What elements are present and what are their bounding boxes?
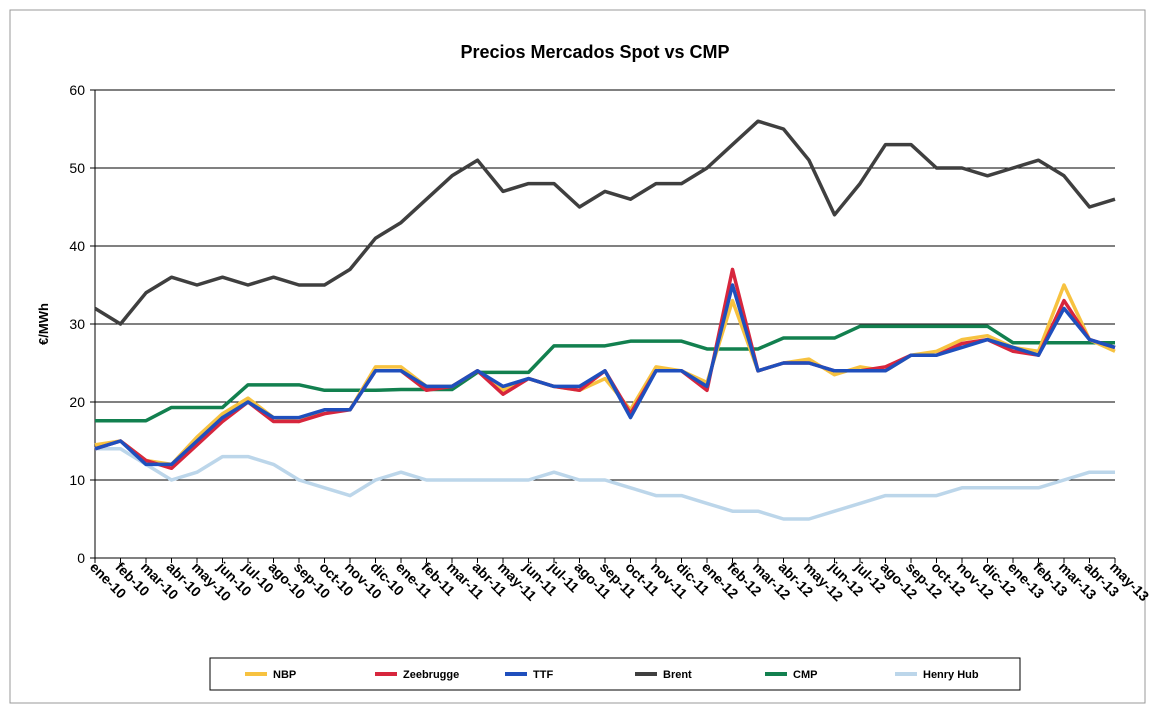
legend-label: TTF [533, 669, 553, 681]
legend-label: CMP [793, 669, 817, 681]
series-line [94, 283, 1116, 467]
legend-label: NBP [273, 669, 296, 681]
series-line [95, 324, 1115, 423]
y-tick-label: 20 [69, 394, 85, 410]
y-tick-label: 50 [69, 160, 85, 176]
series-line [94, 119, 1116, 326]
y-tick-label: 10 [69, 472, 85, 488]
series-line [95, 447, 1115, 521]
legend-label: Henry Hub [923, 669, 979, 681]
y-tick-label: 0 [77, 550, 85, 566]
y-tick-label: 60 [69, 82, 85, 98]
legend-box [209, 657, 1021, 691]
chart-title: Precios Mercados Spot vs CMP [460, 42, 729, 62]
y-tick-label: 30 [69, 316, 85, 332]
chart-border [9, 9, 1146, 704]
legend-label: Brent [663, 669, 692, 681]
legend-label: Zeebrugge [403, 669, 459, 681]
y-axis-label: €/MWh [36, 303, 51, 345]
y-tick-label: 40 [69, 238, 85, 254]
